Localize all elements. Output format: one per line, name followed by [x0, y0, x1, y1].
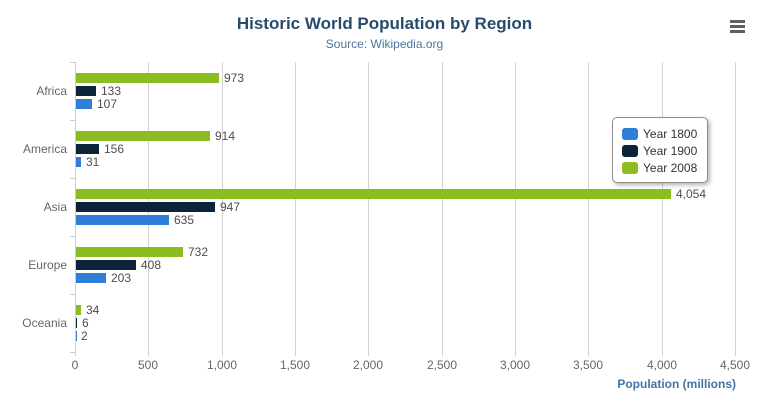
legend: Year 1800 Year 1900 Year 2008 [612, 117, 709, 183]
export-menu-button[interactable] [729, 20, 746, 35]
gridline [588, 62, 589, 356]
hamburger-menu-icon [730, 30, 745, 33]
bar-value-label: 973 [224, 71, 245, 85]
bar-value-label: 947 [220, 200, 241, 214]
x-axis-tick-label: 2,500 [426, 358, 458, 372]
plot-area: 0 500 1,000 1,500 2,000 2,500 3,000 3,500 4,000 4… [22, 62, 750, 372]
gridline [515, 62, 516, 356]
bar-year-1900-america[interactable] [76, 144, 99, 154]
x-axis-tick-label: 4,500 [719, 358, 751, 372]
gridline [368, 62, 369, 356]
bar-value-label: 133 [101, 84, 122, 98]
gridline [735, 62, 736, 356]
bar-year-1900-europe[interactable] [76, 260, 136, 270]
category-label: Europe [28, 258, 67, 272]
legend-swatch-icon [622, 144, 638, 157]
x-axis-title: Population (millions) [617, 377, 736, 391]
bar-year-1900-oceania[interactable] [76, 318, 77, 328]
gridline [222, 62, 223, 356]
gridline [662, 62, 663, 356]
bar-year-1800-oceania[interactable] [76, 331, 77, 341]
hamburger-menu-icon [730, 20, 745, 23]
bar-value-label: 2 [81, 329, 88, 343]
bar-value-label: 107 [97, 97, 118, 111]
category-tick [70, 236, 75, 237]
bar-value-label: 203 [111, 271, 132, 285]
x-axis-tick-label: 1,000 [206, 358, 238, 372]
bar-value-label: 732 [188, 245, 209, 259]
bar-year-2008-oceania[interactable] [76, 305, 81, 315]
category-tick [70, 120, 75, 121]
x-axis-tick-label: 0 [71, 358, 79, 372]
category-tick [70, 294, 75, 295]
bar-year-1800-europe[interactable] [76, 273, 106, 283]
gridline [442, 62, 443, 356]
x-axis-tick-label: 2,000 [352, 358, 384, 372]
legend-label: Year 2008 [643, 160, 698, 175]
legend-item-year-1800[interactable]: Year 1800 [622, 125, 697, 142]
bar-year-1900-asia[interactable] [76, 202, 215, 212]
legend-label: Year 1800 [643, 126, 698, 141]
category-label: America [22, 142, 67, 156]
x-axis-tick-label: 1,500 [279, 358, 311, 372]
bar-value-label: 408 [141, 258, 162, 272]
bar-year-2008-america[interactable] [76, 131, 211, 141]
bar-value-label: 34 [86, 303, 100, 317]
legend-swatch-icon [622, 127, 638, 140]
legend-item-year-1900[interactable]: Year 1900 [622, 142, 697, 159]
gridline [295, 62, 296, 356]
bar-year-2008-africa[interactable] [76, 73, 219, 83]
legend-swatch-icon [622, 161, 638, 174]
category-label: Asia [43, 200, 67, 214]
bar-year-2008-asia[interactable] [76, 189, 671, 199]
x-axis-tick-label: 4,000 [646, 358, 678, 372]
x-axis-tick-label: 3,500 [572, 358, 604, 372]
category-label: Oceania [22, 316, 67, 330]
bar-value-label: 635 [174, 213, 195, 227]
category-tick [70, 178, 75, 179]
x-axis-tick-label: 500 [137, 358, 159, 372]
category-tick [70, 352, 75, 353]
bar-year-1800-america[interactable] [76, 157, 81, 167]
page-title: Historic World Population by Region [236, 14, 533, 33]
bar-value-label: 31 [86, 155, 100, 169]
x-axis-tick-label: 3,000 [499, 358, 531, 372]
bar-year-2008-europe[interactable] [76, 247, 184, 257]
bar-year-1900-africa[interactable] [76, 86, 96, 96]
bar-value-label: 156 [104, 142, 125, 156]
hamburger-menu-icon [730, 25, 745, 28]
category-label: Africa [36, 84, 67, 98]
bar-value-label: 4,054 [676, 187, 707, 201]
bar-year-1800-africa[interactable] [76, 99, 92, 109]
bar-year-1800-asia[interactable] [76, 215, 170, 225]
category-tick [70, 62, 75, 63]
bar-value-label: 6 [82, 316, 89, 330]
bar-value-label: 914 [215, 129, 236, 143]
chart-subtitle: Source: Wikipedia.org [325, 37, 444, 51]
y-axis-line [75, 62, 76, 356]
legend-item-year-2008[interactable]: Year 2008 [622, 159, 697, 176]
legend-label: Year 1900 [643, 143, 698, 158]
